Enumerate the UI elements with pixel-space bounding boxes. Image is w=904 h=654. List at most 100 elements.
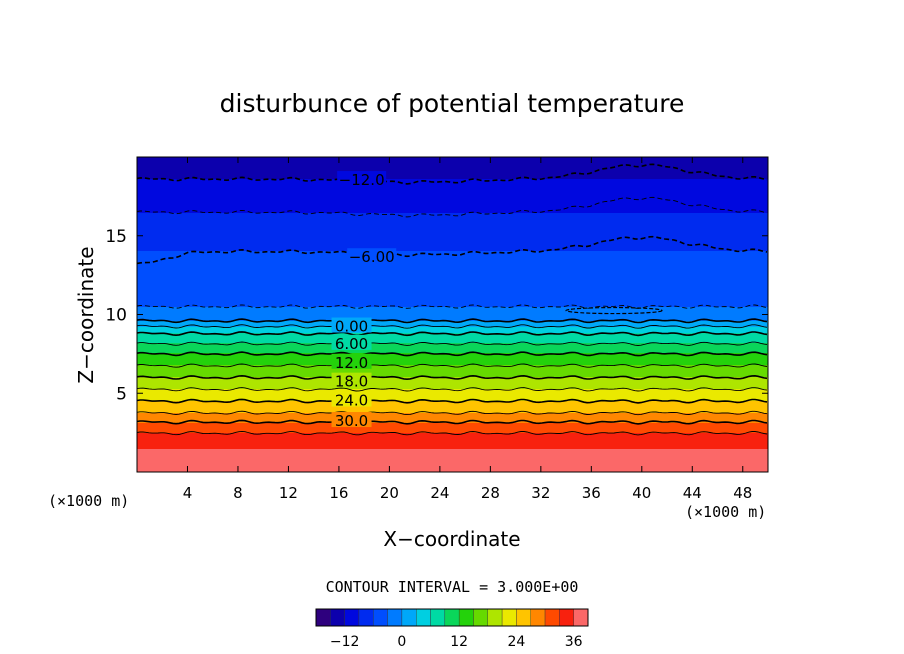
field-band — [137, 421, 768, 423]
colorbar-cell — [516, 608, 531, 627]
field-band — [137, 297, 768, 299]
field-band — [137, 409, 768, 411]
colorbar-cell — [430, 608, 446, 627]
colorbar-cell — [344, 608, 360, 627]
field-band — [137, 345, 768, 347]
colorbar-cell — [358, 608, 374, 627]
field-band — [137, 263, 768, 265]
y-axis-unit: (×1000 m) — [48, 492, 129, 510]
field-band — [137, 157, 768, 159]
field-band — [137, 469, 768, 471]
contour-line — [137, 430, 768, 436]
field-band — [137, 173, 768, 175]
field-band — [137, 213, 768, 215]
field-band — [137, 337, 768, 339]
field-band — [137, 289, 768, 291]
field-band — [137, 443, 768, 445]
colorbar-cell — [559, 608, 574, 627]
field-band — [137, 355, 768, 357]
contour-label-bg — [347, 248, 397, 264]
field-band — [137, 293, 768, 295]
field-band — [137, 239, 768, 241]
contour-label-bg — [337, 171, 387, 187]
colorbar-tick-label: 24 — [508, 634, 526, 650]
field-band — [137, 395, 768, 397]
field-band — [137, 171, 768, 173]
field-band — [137, 233, 768, 235]
contour-label: 18.0 — [335, 373, 368, 391]
temperature-field — [137, 157, 768, 472]
field-band — [137, 245, 768, 247]
field-band — [137, 415, 768, 417]
contour-closed-cell — [565, 306, 663, 315]
field-band — [137, 359, 768, 361]
field-band — [137, 451, 768, 453]
chart-title: disturbunce of potential temperature — [220, 89, 685, 118]
field-band — [137, 191, 768, 193]
field-band — [137, 287, 768, 289]
field-band — [137, 223, 768, 225]
field-band — [137, 449, 768, 451]
field-band — [137, 379, 768, 381]
field-band — [137, 241, 768, 243]
contour-label: 30.0 — [335, 412, 368, 430]
field-band — [137, 179, 768, 181]
field-band — [137, 339, 768, 341]
x-tick-label: 4 — [183, 484, 193, 502]
field-band — [137, 307, 768, 309]
field-band — [137, 419, 768, 421]
contour-line — [137, 331, 768, 337]
colorbar-cell — [530, 608, 546, 627]
field-band — [137, 243, 768, 245]
contour-line — [137, 196, 768, 218]
field-band — [137, 167, 768, 169]
contour-line — [137, 351, 768, 357]
field-band — [137, 187, 768, 189]
field-band — [137, 183, 768, 185]
field-band — [137, 407, 768, 409]
field-band — [137, 347, 768, 349]
colorbar-cell — [373, 608, 388, 627]
field-band — [137, 253, 768, 255]
field-band — [137, 161, 768, 163]
field-band — [137, 209, 768, 211]
field-band — [137, 185, 768, 187]
field-band — [137, 363, 768, 365]
field-band — [137, 357, 768, 359]
field-band — [137, 397, 768, 399]
colorbar-cell — [501, 608, 517, 627]
field-band — [137, 259, 768, 261]
field-band — [137, 271, 768, 273]
contour-line — [137, 363, 768, 368]
contour-label: 6.00 — [335, 335, 368, 353]
field-band — [137, 437, 768, 439]
field-band — [137, 387, 768, 389]
field-band — [137, 435, 768, 437]
colorbar-tick-label: 36 — [565, 634, 583, 650]
field-band — [137, 277, 768, 279]
colorbar-tick-label: −12 — [330, 634, 360, 650]
field-band — [137, 447, 768, 449]
field-band — [137, 403, 768, 405]
field-band — [137, 267, 768, 269]
contour-label-bg — [331, 353, 372, 369]
field-band — [137, 317, 768, 319]
contour-label-bg — [331, 412, 372, 428]
field-band — [137, 375, 768, 377]
colorbar-cell — [387, 608, 403, 627]
field-band — [137, 201, 768, 203]
contour-line — [137, 398, 768, 404]
contour-line — [137, 387, 768, 392]
colorbar-tick-label: 0 — [397, 634, 406, 650]
contour-label: −6.00 — [349, 248, 395, 266]
field-band — [137, 199, 768, 201]
field-band — [137, 367, 768, 369]
field-band — [137, 235, 768, 237]
contour-line — [137, 324, 768, 329]
field-band — [137, 257, 768, 259]
colorbar — [315, 608, 589, 627]
field-band — [137, 423, 768, 425]
contour-line — [137, 163, 768, 185]
colorbar-tick-label: 12 — [450, 634, 468, 650]
contour-line — [137, 410, 768, 416]
